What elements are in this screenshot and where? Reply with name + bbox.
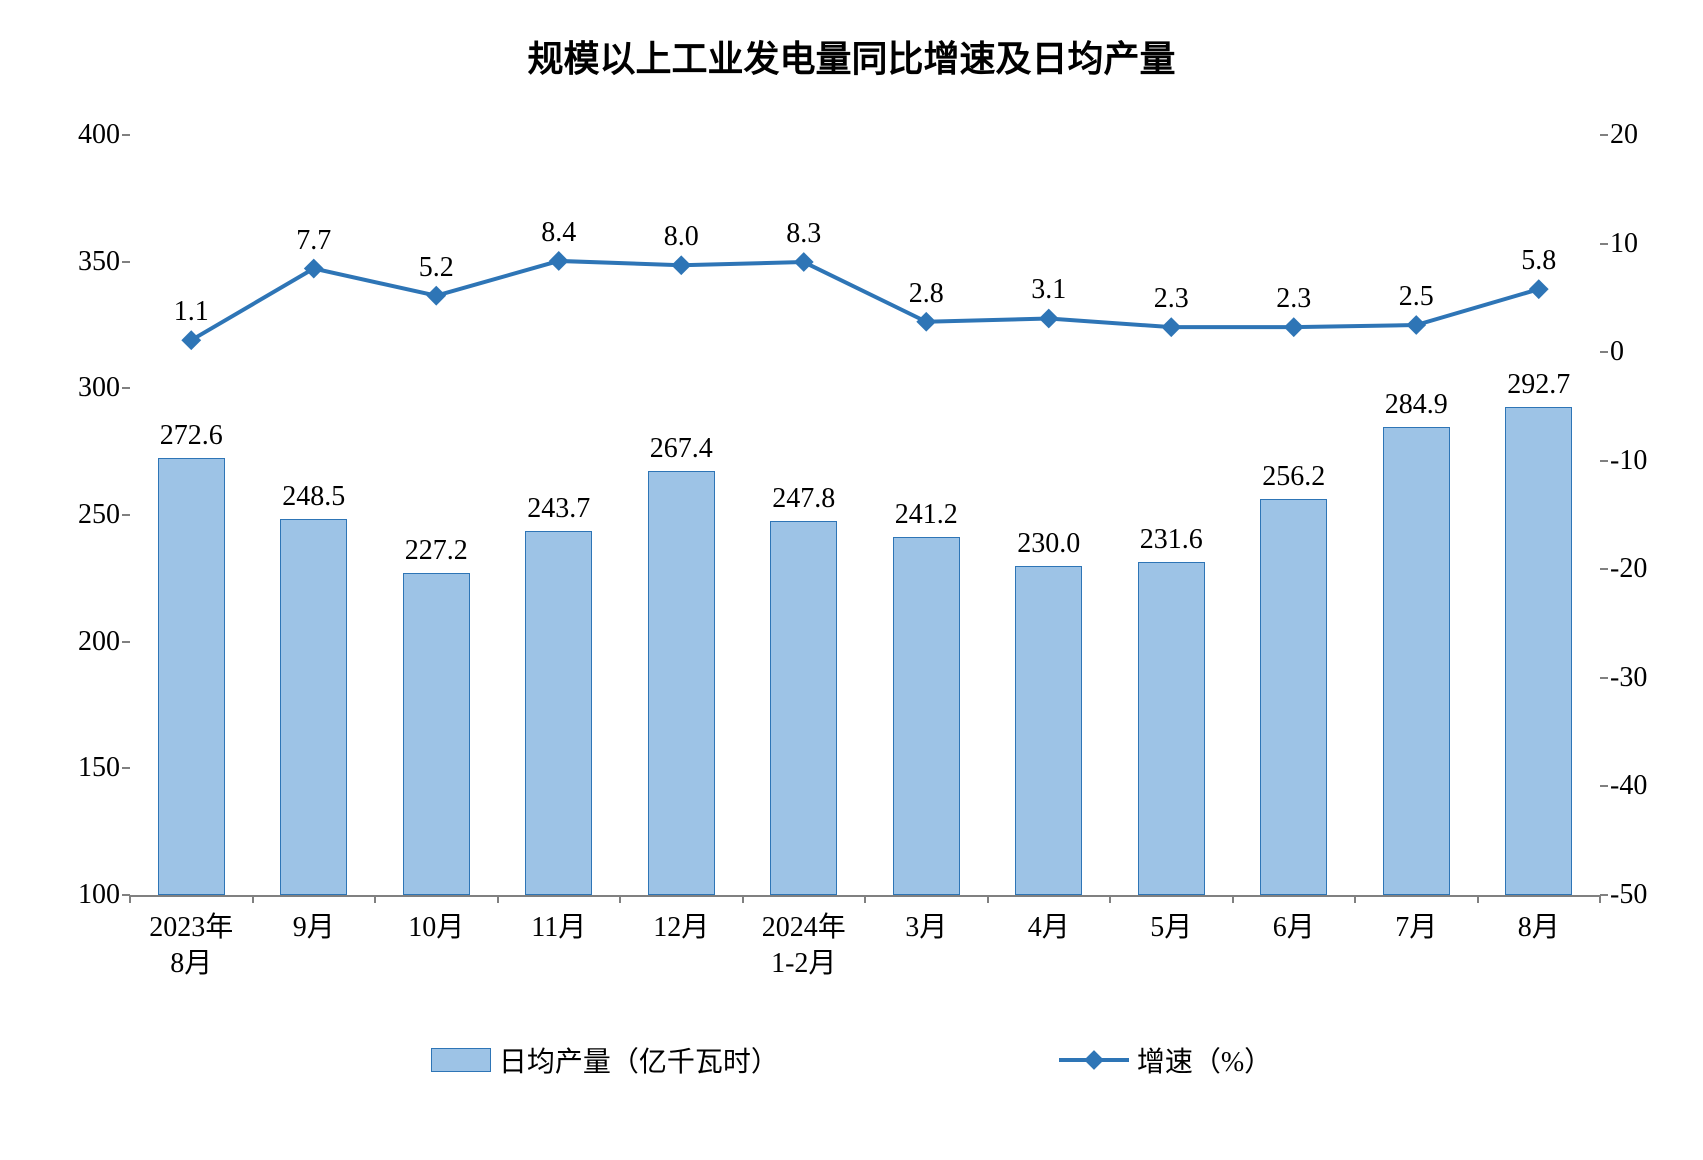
- y-left-tick-label: 200: [40, 626, 120, 658]
- y-right-tick-label: 0: [1610, 336, 1690, 368]
- plot-area: 100150200250300350400-50-40-30-20-100102…: [130, 135, 1600, 897]
- y-left-tick-label: 350: [40, 246, 120, 278]
- x-tick-mark: [374, 895, 376, 903]
- y-left-tick-label: 300: [40, 372, 120, 404]
- line-marker-icon: [181, 330, 201, 350]
- y-right-tick-mark: [1600, 894, 1608, 896]
- legend: 日均产量（亿千瓦时） 增速（%）: [0, 1040, 1703, 1080]
- chart-title: 规模以上工业发电量同比增速及日均产量: [0, 30, 1703, 82]
- line-value-label: 2.5: [1399, 281, 1434, 313]
- y-left-tick-mark: [122, 261, 130, 263]
- x-tick-mark: [1599, 895, 1601, 903]
- y-left-tick-mark: [122, 514, 130, 516]
- line-marker-icon: [794, 252, 814, 272]
- y-right-tick-label: 10: [1610, 228, 1690, 260]
- y-right-tick-label: -30: [1610, 662, 1690, 694]
- x-axis-label: 9月: [293, 910, 335, 946]
- x-axis-label: 2024年 1-2月: [762, 910, 846, 983]
- legend-line-label: 增速（%）: [1137, 1040, 1272, 1080]
- y-left-tick-label: 400: [40, 119, 120, 151]
- legend-bar-swatch: [431, 1048, 491, 1072]
- chart-container: 规模以上工业发电量同比增速及日均产量 100150200250300350400…: [0, 0, 1703, 1160]
- x-tick-mark: [1109, 895, 1111, 903]
- x-axis-label: 8月: [1518, 910, 1560, 946]
- legend-line-swatch: [1059, 1058, 1129, 1062]
- legend-line-marker-icon: [1084, 1050, 1104, 1070]
- x-axis-label: 10月: [408, 910, 464, 946]
- line-value-label: 8.0: [664, 221, 699, 253]
- y-right-tick-label: 20: [1610, 119, 1690, 151]
- x-axis-label: 11月: [531, 910, 586, 946]
- line-layer: [130, 135, 1600, 895]
- y-left-tick-mark: [122, 767, 130, 769]
- legend-bar-label: 日均产量（亿千瓦时）: [499, 1040, 779, 1080]
- y-right-tick-mark: [1600, 677, 1608, 679]
- x-tick-mark: [252, 895, 254, 903]
- x-tick-mark: [1354, 895, 1356, 903]
- line-marker-icon: [1039, 309, 1059, 329]
- x-tick-mark: [129, 895, 131, 903]
- y-right-tick-label: -40: [1610, 770, 1690, 802]
- x-axis-label: 2023年 8月: [149, 910, 233, 983]
- y-right-tick-mark: [1600, 351, 1608, 353]
- x-tick-mark: [619, 895, 621, 903]
- x-axis-label: 7月: [1395, 910, 1437, 946]
- line-value-label: 8.4: [541, 217, 576, 249]
- line-marker-icon: [916, 312, 936, 332]
- line-value-label: 2.8: [909, 278, 944, 310]
- line-value-label: 8.3: [786, 218, 821, 250]
- x-axis-label: 12月: [653, 910, 709, 946]
- line-marker-icon: [426, 286, 446, 306]
- line-marker-icon: [304, 259, 324, 279]
- y-left-tick-mark: [122, 134, 130, 136]
- y-right-tick-mark: [1600, 134, 1608, 136]
- y-left-tick-label: 150: [40, 752, 120, 784]
- line-marker-icon: [1529, 279, 1549, 299]
- line-marker-icon: [1406, 315, 1426, 335]
- line-value-label: 7.7: [296, 225, 331, 257]
- x-tick-mark: [864, 895, 866, 903]
- line-value-label: 2.3: [1154, 283, 1189, 315]
- y-right-tick-label: -20: [1610, 553, 1690, 585]
- line-marker-icon: [549, 251, 569, 271]
- y-right-tick-mark: [1600, 785, 1608, 787]
- legend-item-line: 增速（%）: [1059, 1040, 1272, 1080]
- line-value-label: 2.3: [1276, 283, 1311, 315]
- x-axis-label: 6月: [1273, 910, 1315, 946]
- line-value-label: 3.1: [1031, 274, 1066, 306]
- legend-item-bar: 日均产量（亿千瓦时）: [431, 1040, 779, 1080]
- growth-line: [191, 261, 1539, 340]
- line-value-label: 5.2: [419, 252, 454, 284]
- x-tick-mark: [987, 895, 989, 903]
- y-right-tick-label: -10: [1610, 445, 1690, 477]
- y-left-tick-mark: [122, 641, 130, 643]
- y-right-tick-mark: [1600, 568, 1608, 570]
- x-tick-mark: [1232, 895, 1234, 903]
- x-axis-label: 3月: [905, 910, 947, 946]
- line-marker-icon: [671, 255, 691, 275]
- line-value-label: 1.1: [174, 296, 209, 328]
- y-right-tick-mark: [1600, 460, 1608, 462]
- x-axis-label: 5月: [1150, 910, 1192, 946]
- x-tick-mark: [1477, 895, 1479, 903]
- line-marker-icon: [1284, 317, 1304, 337]
- x-tick-mark: [742, 895, 744, 903]
- y-left-tick-label: 250: [40, 499, 120, 531]
- line-value-label: 5.8: [1521, 245, 1556, 277]
- x-tick-mark: [497, 895, 499, 903]
- y-left-tick-label: 100: [40, 879, 120, 911]
- x-axis-label: 4月: [1028, 910, 1070, 946]
- y-right-tick-label: -50: [1610, 879, 1690, 911]
- y-left-tick-mark: [122, 387, 130, 389]
- y-right-tick-mark: [1600, 243, 1608, 245]
- line-marker-icon: [1161, 317, 1181, 337]
